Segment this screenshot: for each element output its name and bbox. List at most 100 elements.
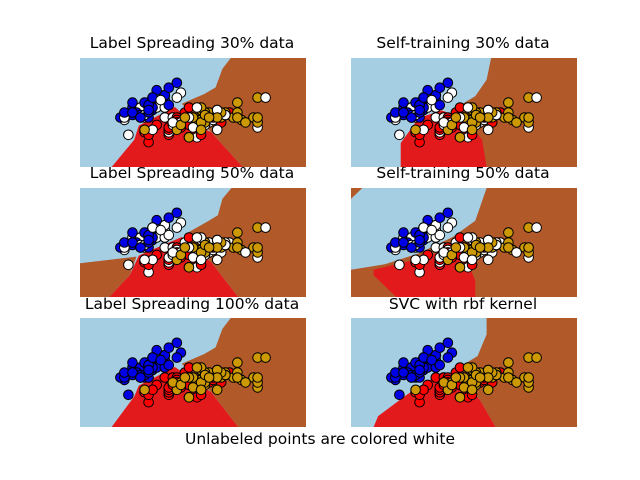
data-point-class-2 [454, 262, 466, 273]
data-point-unlabeled [191, 102, 203, 113]
data-point-class-0 [406, 112, 417, 123]
data-point-class-2 [450, 112, 462, 123]
data-point-unlabeled [191, 232, 203, 243]
data-point-unlabeled [531, 222, 542, 233]
data-point-class-2 [503, 357, 514, 368]
subplot-label-spreading-100 [80, 318, 306, 427]
data-point-class-2 [252, 112, 263, 123]
data-point-class-0 [143, 234, 154, 246]
virginica-region [181, 58, 306, 167]
data-point-unlabeled [531, 92, 542, 103]
data-point-class-0 [406, 372, 417, 383]
data-point-class-2 [203, 372, 215, 383]
data-point-class-0 [171, 337, 183, 349]
decision-boundary-plot [351, 188, 577, 297]
data-point-unlabeled [442, 222, 454, 233]
data-point-class-2 [252, 242, 263, 253]
data-point-class-0 [135, 372, 146, 383]
data-point-class-0 [414, 364, 425, 376]
data-point-class-0 [442, 77, 454, 89]
subplot-title-st50: Self-training 50% data [376, 164, 550, 182]
subplot-svc-rbf [351, 318, 577, 427]
data-point-class-2 [232, 112, 243, 123]
data-point-unlabeled [155, 224, 166, 236]
data-point-class-0 [163, 342, 175, 354]
data-point-class-2 [523, 112, 534, 123]
data-point-unlabeled [434, 229, 446, 241]
data-point-class-0 [398, 367, 409, 378]
figure-caption: Unlabeled points are colored white [184, 430, 456, 448]
data-point-class-2 [232, 227, 243, 238]
data-point-unlabeled [123, 259, 134, 271]
data-point-class-2 [195, 124, 207, 136]
data-point-class-0 [414, 234, 425, 246]
data-point-class-0 [394, 389, 405, 401]
data-point-unlabeled [511, 247, 522, 258]
data-point-unlabeled [155, 94, 166, 106]
data-point-class-2 [466, 124, 478, 136]
data-point-class-2 [203, 112, 215, 123]
data-point-class-0 [127, 237, 138, 248]
virginica-region [80, 256, 137, 297]
data-point-unlabeled [123, 129, 134, 141]
data-point-class-2 [179, 242, 191, 253]
data-point-class-2 [511, 117, 522, 128]
data-point-class-0 [123, 389, 134, 401]
data-point-class-0 [171, 352, 183, 363]
data-point-unlabeled [394, 129, 405, 141]
data-point-class-2 [240, 377, 251, 388]
data-point-class-2 [139, 124, 150, 136]
subplot-self-training-30 [351, 58, 577, 167]
data-point-unlabeled [482, 124, 494, 136]
data-point-class-0 [442, 207, 454, 219]
data-point-unlabeled [171, 222, 183, 233]
data-point-unlabeled [211, 254, 223, 266]
data-point-class-2 [179, 372, 191, 383]
decision-boundary-plot [80, 58, 306, 167]
data-point-class-0 [143, 364, 154, 376]
data-point-class-2 [503, 372, 514, 383]
data-point-unlabeled [482, 254, 494, 266]
data-point-class-0 [163, 99, 175, 111]
virginica-region [181, 318, 306, 427]
data-point-class-0 [163, 212, 175, 224]
data-point-unlabeled [240, 247, 251, 258]
data-point-class-2 [139, 384, 150, 396]
versicolor-region [111, 107, 243, 167]
data-point-class-2 [523, 242, 534, 253]
data-point-class-2 [503, 227, 514, 238]
versicolor-region [111, 367, 239, 427]
decision-boundary-plot [351, 58, 577, 167]
subplot-title-ls50: Label Spreading 50% data [89, 164, 295, 182]
data-point-unlabeled [466, 254, 478, 266]
data-point-class-0 [434, 99, 446, 111]
decision-boundary-plot [351, 318, 577, 427]
data-point-class-2 [531, 352, 542, 363]
data-point-unlabeled [139, 254, 150, 266]
data-point-class-2 [260, 352, 271, 363]
data-point-class-0 [434, 359, 446, 371]
data-point-class-2 [232, 97, 243, 108]
data-point-class-0 [143, 104, 154, 116]
data-point-class-2 [523, 372, 534, 383]
virginica-region [459, 318, 577, 427]
data-point-unlabeled [260, 92, 271, 103]
data-point-class-2 [252, 372, 263, 383]
subplot-label-spreading-30 [80, 58, 306, 167]
data-point-class-0 [426, 354, 437, 366]
data-point-class-2 [454, 132, 466, 143]
data-point-class-0 [127, 367, 138, 378]
data-point-unlabeled [442, 92, 454, 103]
decision-boundary-plot [80, 188, 306, 297]
data-point-class-0 [127, 107, 138, 118]
data-point-unlabeled [426, 224, 437, 236]
data-point-class-2 [183, 262, 195, 273]
data-point-unlabeled [211, 124, 223, 136]
subplot-label-spreading-50 [80, 188, 306, 297]
subplot-title-ls100: Label Spreading 100% data [84, 295, 300, 313]
data-point-class-2 [474, 242, 486, 253]
data-point-class-2 [240, 117, 251, 128]
data-point-class-2 [474, 372, 486, 383]
data-point-class-2 [410, 124, 421, 136]
data-point-class-2 [454, 392, 466, 403]
